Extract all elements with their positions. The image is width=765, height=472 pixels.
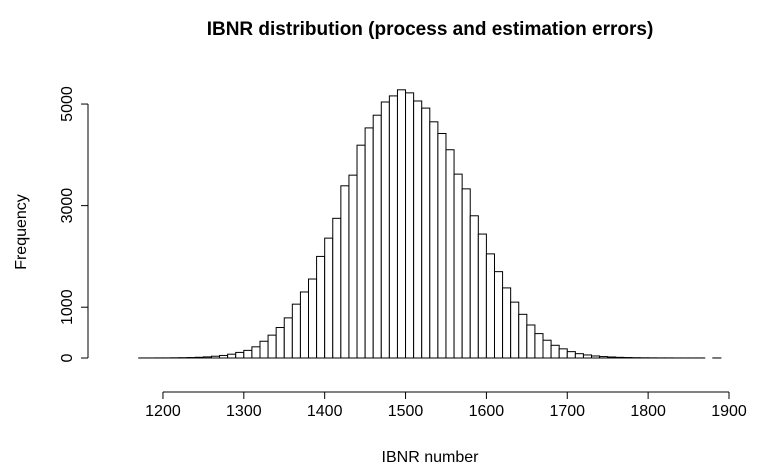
- bar: [461, 188, 471, 359]
- bar: [340, 185, 350, 359]
- x-tick-label: 1900: [711, 403, 747, 420]
- bar: [227, 353, 237, 359]
- bar: [299, 291, 310, 359]
- bar: [348, 174, 358, 359]
- bar: [429, 121, 439, 359]
- bar: [210, 355, 221, 359]
- bar: [364, 127, 374, 359]
- bar: [356, 144, 366, 359]
- bar: [316, 255, 326, 359]
- bar: [413, 100, 423, 359]
- bar: [599, 356, 609, 359]
- bar: [267, 334, 277, 359]
- bar: [502, 287, 512, 359]
- bar: [396, 89, 407, 359]
- bar: [332, 217, 342, 359]
- bar: [566, 351, 576, 359]
- bar: [582, 354, 593, 359]
- bar: [324, 237, 334, 359]
- x-tick-label: 1400: [307, 403, 343, 420]
- bar: [202, 356, 212, 359]
- bar: [308, 278, 318, 359]
- bar: [615, 356, 625, 359]
- bar: [219, 354, 229, 359]
- bar: [493, 271, 504, 359]
- bar: [251, 346, 261, 359]
- x-tick-label: 1800: [630, 403, 666, 420]
- bar: [380, 101, 390, 359]
- bar: [283, 317, 293, 359]
- bar: [235, 351, 245, 359]
- x-tick-label: 1600: [469, 403, 505, 420]
- bar: [469, 215, 479, 359]
- y-tick-label: 1000: [59, 289, 76, 325]
- bar: [275, 327, 285, 359]
- y-tick-label: 5000: [59, 86, 76, 122]
- bar: [510, 301, 520, 359]
- bar: [591, 355, 601, 359]
- bar: [542, 339, 552, 359]
- bar: [453, 173, 463, 359]
- bar: [405, 92, 415, 359]
- x-tick-label: 1500: [388, 403, 424, 420]
- bar: [194, 356, 204, 359]
- bar: [243, 349, 253, 359]
- bar: [421, 107, 431, 359]
- x-tick-label: 1300: [226, 403, 262, 420]
- bar: [372, 114, 382, 359]
- bar: [485, 253, 495, 359]
- x-axis-label: IBNR number: [382, 449, 480, 466]
- x-tick-label: 1700: [549, 403, 585, 420]
- y-tick-label: 3000: [59, 188, 76, 224]
- y-tick-label: 0: [59, 353, 76, 362]
- bar: [445, 149, 455, 359]
- bar: [388, 95, 398, 359]
- bar: [259, 340, 269, 359]
- bar: [558, 348, 568, 359]
- bar: [518, 313, 528, 359]
- bar: [574, 353, 584, 359]
- bar: [534, 333, 544, 359]
- bar: [550, 344, 560, 359]
- x-tick-label: 1200: [145, 403, 181, 420]
- bar: [477, 233, 487, 359]
- bar: [437, 132, 447, 359]
- bar: [526, 324, 536, 359]
- bar: [291, 303, 301, 359]
- bar: [607, 356, 617, 359]
- y-axis-label: Frequency: [13, 194, 30, 270]
- chart-title: IBNR distribution (process and estimatio…: [207, 19, 654, 40]
